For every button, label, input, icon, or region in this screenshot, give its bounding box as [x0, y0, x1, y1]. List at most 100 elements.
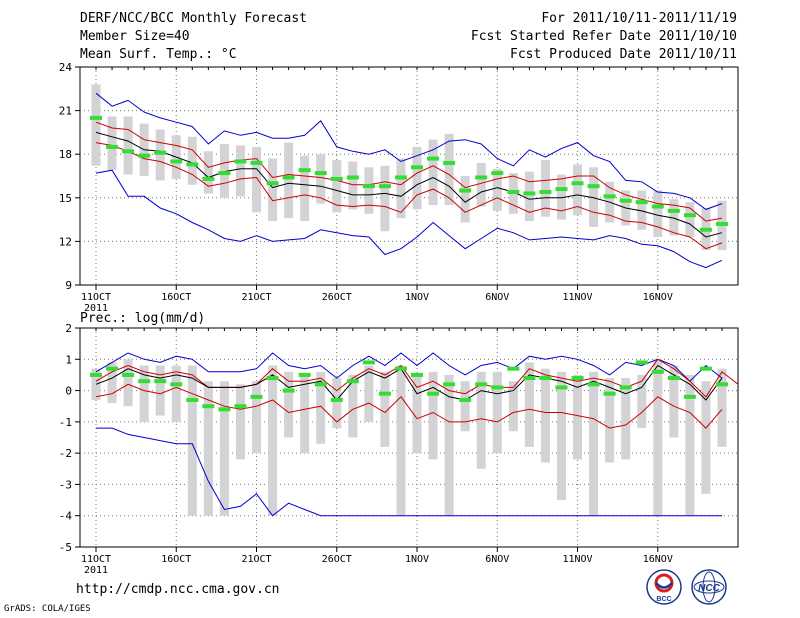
prec-spread-box	[107, 362, 117, 404]
temp-ensemble-mean-line	[95, 131, 723, 238]
temp-observed-marker	[475, 175, 488, 180]
temp-xtick-year: 2011	[84, 303, 108, 314]
temp-spread-box	[91, 84, 101, 166]
prec-xtick-label: 16OCT	[161, 554, 191, 565]
temp-xtick-label: 21OCT	[241, 292, 271, 303]
prec-observed-marker	[282, 388, 295, 393]
prec-spread-box	[252, 381, 262, 454]
temp-xtick-label: 26OCT	[322, 292, 352, 303]
prec-panel-title: Prec.: log(mm/d)	[80, 311, 205, 326]
bcc-logo: BCC	[646, 569, 682, 605]
prec-xtick-label: 1NOV	[405, 554, 429, 565]
temp-spread-box	[332, 160, 342, 213]
chart-title: DERF/NCC/BCC Monthly Forecast	[80, 11, 307, 26]
prec-spread-box	[187, 365, 197, 516]
temp-ensemble-max-line	[95, 92, 723, 210]
prec-spread-box	[685, 374, 695, 516]
prec-spread-box	[380, 371, 390, 447]
prec-observed-marker	[314, 382, 327, 387]
temp-observed-marker	[635, 200, 648, 205]
prec-xtick-label: 6NOV	[485, 554, 509, 565]
temp-spread-box	[107, 116, 117, 171]
temp-spread-box	[316, 154, 326, 204]
prec-spread-box	[123, 359, 133, 407]
prec-spread-box	[556, 371, 566, 501]
prec-ytick-label: -5	[59, 541, 72, 554]
prec-spread-upper-line	[95, 358, 739, 398]
prec-observed-marker	[106, 366, 119, 371]
temp-spread-box	[492, 168, 502, 211]
prec-observed-marker	[170, 382, 183, 387]
prec-ensemble-max-line	[95, 352, 723, 382]
temp-observed-marker	[394, 175, 407, 180]
prec-xtick-label: 11OCT	[81, 554, 111, 565]
prec-observed-marker	[330, 397, 343, 402]
prec-observed-marker	[667, 376, 680, 381]
temp-observed-marker	[362, 184, 375, 189]
temp-spread-box	[348, 161, 358, 210]
temp-observed-marker	[298, 168, 311, 173]
prec-xtick-label: 26OCT	[322, 554, 352, 565]
temp-spread-box	[284, 142, 294, 219]
prec-ytick-label: 0	[65, 385, 72, 398]
temp-spread-box	[412, 146, 422, 210]
temp-xtick-label: 6NOV	[485, 292, 509, 303]
prec-observed-marker	[202, 404, 215, 409]
prec-spread-box	[653, 359, 663, 516]
prec-spread-box	[284, 371, 294, 438]
bcc-logo-text: BCC	[656, 596, 671, 603]
prec-observed-marker	[122, 372, 135, 377]
temp-observed-marker	[523, 191, 536, 196]
temp-observed-marker	[411, 165, 424, 170]
prec-observed-marker	[571, 376, 584, 381]
temp-spread-box	[573, 164, 583, 216]
prec-spread-box	[637, 374, 647, 429]
temp-observed-marker	[330, 176, 343, 181]
temp-ytick-label: 15	[59, 192, 72, 205]
temp-observed-marker	[699, 227, 712, 232]
temp-spread-box	[444, 133, 454, 206]
prec-xtick-label: 11NOV	[562, 554, 592, 565]
source-url[interactable]: http://cmdp.ncc.cma.gov.cn	[76, 582, 280, 597]
prec-spread-box	[540, 368, 550, 463]
temp-spread-box	[669, 199, 679, 236]
temp-observed-marker	[250, 160, 263, 165]
temp-observed-marker	[154, 150, 167, 155]
temp-ensemble-min-line	[95, 169, 723, 269]
prec-observed-marker	[603, 391, 616, 396]
temp-spread-box	[589, 167, 599, 227]
prec-observed-marker	[378, 391, 391, 396]
temp-spread-box	[155, 129, 165, 181]
temp-observed-marker	[539, 189, 552, 194]
temp-spread-box	[235, 145, 245, 197]
prec-spread-box	[155, 365, 165, 416]
prec-observed-marker	[90, 372, 102, 377]
prec-spread-box	[428, 371, 438, 460]
prec-xtick-label: 16NOV	[643, 554, 673, 565]
prec-ytick-label: -4	[59, 510, 73, 523]
prec-observed-marker	[507, 366, 520, 371]
prec-spread-box	[701, 381, 711, 494]
prec-spread-box	[268, 365, 278, 516]
temp-spread-box	[219, 144, 229, 198]
temp-spread-box	[524, 171, 534, 222]
temp-spread-box	[268, 158, 278, 222]
prec-spread-box	[492, 371, 502, 454]
prec-spread-box	[524, 362, 534, 447]
prec-observed-marker	[138, 379, 151, 384]
prec-spread-box	[300, 374, 310, 454]
prec-spread-box	[364, 365, 374, 422]
prec-observed-marker	[234, 404, 247, 409]
prec-spread-box	[621, 378, 631, 460]
temp-observed-marker	[138, 153, 151, 158]
temp-spread-box	[428, 139, 438, 206]
temp-spread-box	[476, 162, 486, 207]
prec-spread-box	[508, 381, 518, 432]
temp-observed-marker	[587, 184, 600, 189]
prec-spread-box	[605, 378, 615, 463]
prec-ytick-label: -2	[59, 447, 72, 460]
prec-spread-box	[444, 374, 454, 516]
temp-xtick-label: 11NOV	[562, 292, 592, 303]
temp-spread-box	[685, 202, 695, 238]
